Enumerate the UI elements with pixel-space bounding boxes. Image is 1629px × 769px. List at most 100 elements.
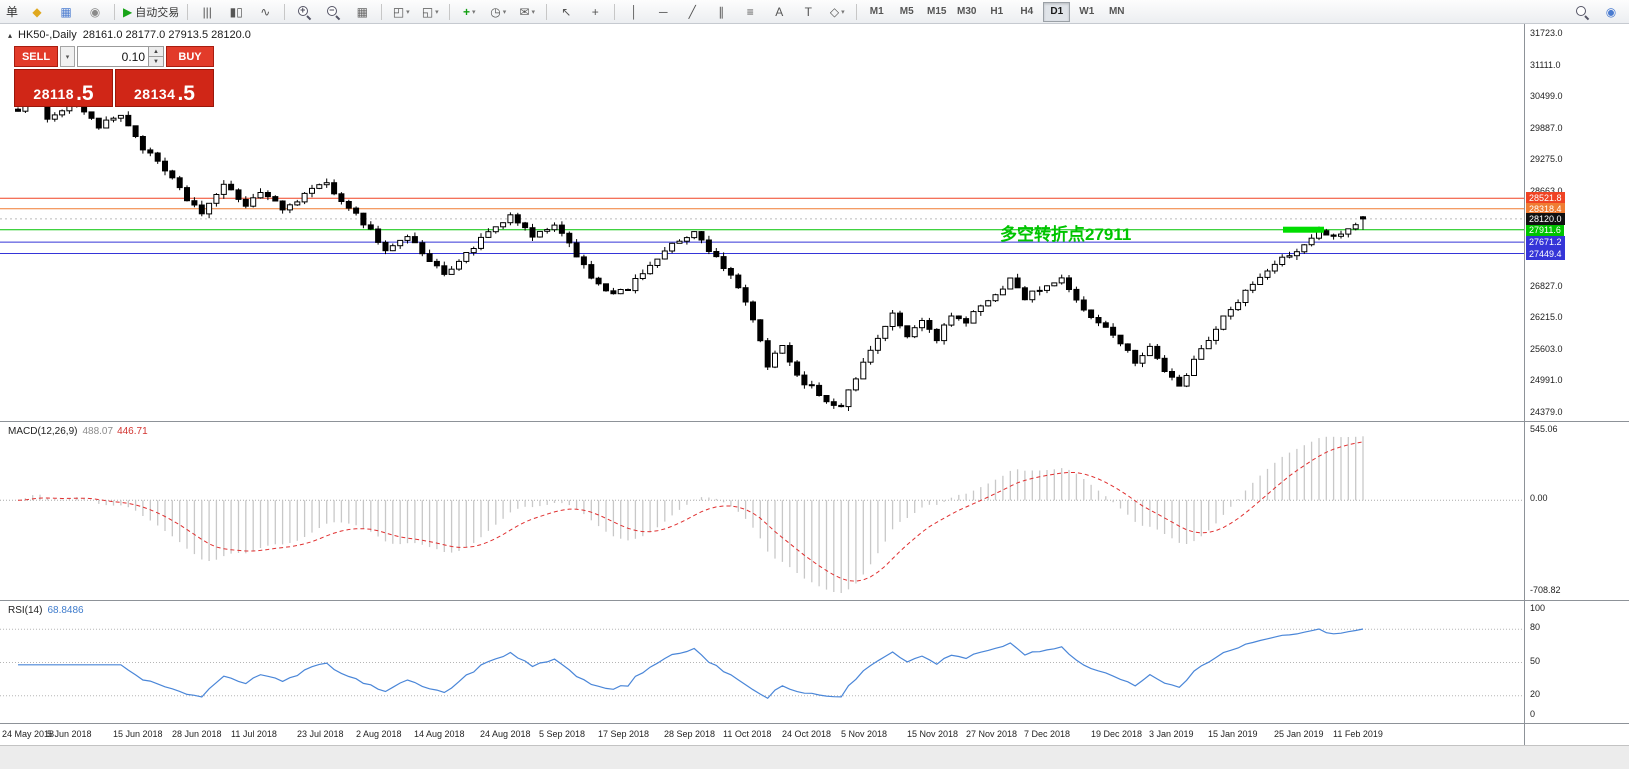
dropdown-caret-icon: ▾ — [435, 8, 439, 16]
cascade-windows-icon[interactable]: ◱ ▾ — [421, 4, 439, 19]
toolbar-separator — [381, 3, 383, 20]
date-label: 5 Jun 2018 — [47, 729, 92, 739]
timeframe-h4[interactable]: H4 — [1020, 6, 1034, 17]
bottom-strip — [0, 745, 1629, 769]
axis-separator — [1525, 723, 1629, 724]
market-watch-icon[interactable]: ▦ — [60, 4, 72, 19]
cursor-icon[interactable]: ↖ — [561, 4, 572, 19]
dropdown-caret-icon: ▾ — [472, 8, 476, 16]
vertical-line-icon[interactable]: │ — [630, 4, 639, 19]
rsi-tick: 50 — [1530, 656, 1541, 666]
volume-stepper: ▲ ▼ — [148, 47, 163, 66]
sell-price-pips: .5 — [76, 82, 94, 105]
zoom-out-icon: − — [326, 5, 340, 19]
tile-windows-icon[interactable]: ◰ ▾ — [392, 4, 410, 19]
search-icon[interactable] — [1568, 2, 1596, 22]
sell-price-panel[interactable]: 28118 .5 — [14, 69, 113, 107]
line-chart-icon[interactable]: ∿ — [260, 4, 271, 19]
date-label: 11 Oct 2018 — [723, 729, 772, 739]
macd-title: MACD(12,26,9) — [8, 426, 78, 437]
oct-dropdown-icon[interactable]: ▾ — [60, 46, 75, 67]
timeframe-m5[interactable]: M5 — [899, 6, 914, 17]
timeframe-m1[interactable]: M1 — [869, 6, 884, 17]
toolbar-separator — [614, 3, 616, 20]
macd-tick: 545.06 — [1530, 424, 1558, 434]
date-label: 11 Jul 2018 — [231, 729, 277, 739]
date-label: 25 Jan 2019 — [1274, 729, 1324, 739]
rsi-chart — [0, 628, 1524, 700]
date-label: 24 May 2018 — [2, 729, 55, 739]
price-axis[interactable]: 31723.0 31111.0 30499.0 29887.0 29275.0 28663… — [1524, 24, 1629, 745]
auto-trading-button[interactable]: ▶ 自动交易 — [123, 4, 180, 19]
price-tick: 28663.0 — [1530, 186, 1563, 196]
timeframe-m30[interactable]: M30 — [957, 6, 977, 17]
price-tick: 24379.0 — [1530, 407, 1563, 417]
periods-icon[interactable]: ◷ ▾ — [490, 4, 507, 19]
timeframe-m15[interactable]: M15 — [927, 6, 947, 17]
timeframe-mn[interactable]: MN — [1108, 6, 1125, 17]
volume-box: 0.10 ▲ ▼ — [77, 46, 164, 67]
time-axis[interactable]: 24 May 2018 5 Jun 2018 15 Jun 2018 28 Jun 2… — [0, 723, 1524, 745]
date-label: 7 Dec 2018 — [1024, 729, 1071, 739]
price-tick: 24991.0 — [1530, 375, 1563, 385]
rsi-value: 68.8486 — [47, 605, 84, 616]
zoom-in-icon[interactable]: + — [290, 2, 318, 22]
add-indicator-icon[interactable]: + ▾ — [462, 4, 476, 19]
chart-symbol-period: HK50-,Daily — [18, 29, 77, 41]
rsi-tick: 0 — [1530, 709, 1536, 719]
zoom-out-icon[interactable]: − — [319, 2, 347, 22]
macd-main-value: 488.07 — [82, 426, 114, 437]
timeframe-h1[interactable]: H1 — [990, 6, 1004, 17]
macd-tick: -708.82 — [1530, 585, 1561, 595]
timeframe-d1[interactable]: D1 — [1043, 1, 1071, 22]
last-price-chip: 28120.0 — [1526, 213, 1565, 225]
axis-separator — [1525, 421, 1629, 422]
date-label: 5 Sep 2018 — [539, 729, 586, 739]
volume-up-button[interactable]: ▲ — [149, 47, 163, 57]
main-chart-pane[interactable]: ▴ HK50-,Daily 28161.0 28177.0 27913.5 28… — [0, 24, 1524, 421]
rsi-tick: 80 — [1530, 622, 1541, 632]
horizontal-line-icon[interactable]: ─ — [658, 4, 668, 19]
grid-icon[interactable]: ▦ — [356, 4, 368, 19]
price-tick: 29887.0 — [1530, 123, 1563, 133]
bar-chart-icon[interactable]: ||| — [202, 4, 212, 19]
crosshair-icon[interactable]: + — [591, 4, 599, 19]
shapes-icon[interactable]: ◇ ▾ — [829, 4, 845, 19]
label-icon[interactable]: T — [804, 4, 812, 19]
new-order-icon[interactable]: ◆ — [32, 4, 42, 19]
chart-ohlc-values: 28161.0 28177.0 27913.5 28120.0 — [82, 29, 251, 41]
channel-icon[interactable]: ∥ — [718, 4, 725, 19]
date-label: 3 Jan 2019 — [1149, 729, 1194, 739]
price-level-chip: 27911.6 — [1526, 224, 1564, 236]
timeframe-w1[interactable]: W1 — [1079, 6, 1095, 17]
navigator-icon[interactable]: ◉ — [89, 4, 101, 19]
oct-collapse-icon[interactable]: ▴ — [8, 30, 13, 40]
date-label: 19 Dec 2018 — [1091, 729, 1143, 739]
candlestick-chart[interactable] — [0, 24, 1524, 421]
toolbar-separator — [284, 3, 286, 20]
candle-chart-icon[interactable]: ▮▯ — [229, 4, 243, 19]
volume-down-button[interactable]: ▼ — [149, 57, 163, 66]
volume-input[interactable]: 0.10 — [121, 49, 145, 64]
buy-button[interactable]: BUY — [166, 46, 214, 67]
sell-button[interactable]: SELL — [14, 46, 58, 67]
templates-icon[interactable]: ✉ ▾ — [519, 4, 536, 19]
buy-price-panel[interactable]: 28134 .5 — [115, 69, 214, 107]
date-label: 2 Aug 2018 — [356, 729, 402, 739]
rsi-pane[interactable]: RSI(14) 68.8486 — [0, 600, 1524, 723]
date-label: 23 Jul 2018 — [297, 729, 344, 739]
date-label: 11 Feb 2019 — [1333, 729, 1383, 739]
date-label: 15 Jan 2019 — [1208, 729, 1258, 739]
fibonacci-icon[interactable]: ≡ — [746, 4, 754, 19]
macd-pane[interactable]: MACD(12,26,9) 488.07 446.71 — [0, 421, 1524, 600]
trendline-icon[interactable]: ╱ — [688, 4, 696, 19]
rsi-header: RSI(14) 68.8486 — [8, 605, 84, 616]
price-tick: 26827.0 — [1530, 281, 1563, 291]
dropdown-caret-icon: ▾ — [841, 8, 845, 16]
community-icon[interactable]: ◉ — [1605, 4, 1617, 19]
macd-signal-value: 446.71 — [117, 426, 148, 437]
macd-header: MACD(12,26,9) 488.07 446.71 — [8, 426, 148, 437]
text-icon[interactable]: A — [775, 4, 784, 19]
one-click-trading-widget: SELL ▾ 0.10 ▲ ▼ BUY 28118 .5 28134 — [14, 46, 214, 107]
price-level-chip: 28521.8 — [1526, 192, 1565, 204]
